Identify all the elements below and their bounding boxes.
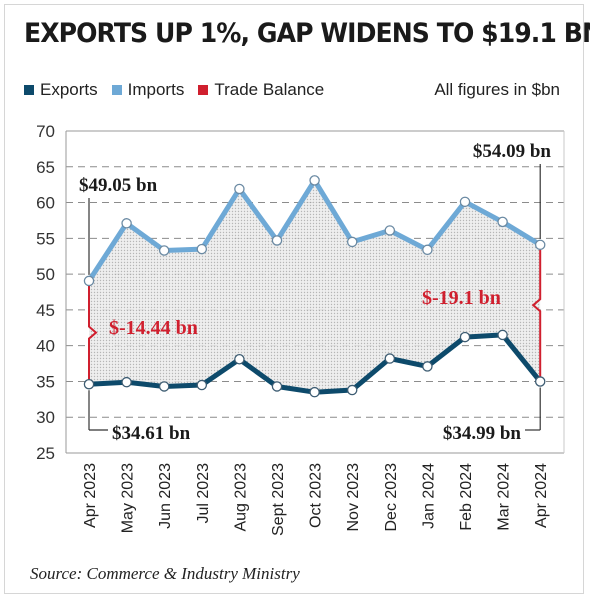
data-point-exports [121, 376, 132, 388]
balance-bracket-first [88, 280, 98, 385]
x-tick-label: Feb 2024 [458, 463, 475, 531]
x-tick-label: Mar 2024 [496, 463, 513, 531]
units-note: All figures in $bn [434, 80, 560, 99]
data-point-imports [384, 225, 396, 236]
x-tick-label: Jul 2023 [195, 463, 212, 524]
y-tick-label: 25 [36, 444, 55, 463]
annotation-first-import: $49.05 bn [79, 175, 158, 196]
gridlines [65, 130, 565, 454]
x-tick-label: May 2023 [120, 463, 137, 533]
data-point-exports [459, 331, 471, 343]
data-point-exports [384, 353, 396, 364]
x-tick-label: Jan 2024 [420, 463, 437, 529]
data-point-imports [234, 183, 245, 195]
data-point-imports [459, 196, 471, 208]
x-tick-label: Aug 2023 [232, 463, 249, 532]
x-tick-label: Oct 2023 [308, 463, 325, 528]
legend-swatch-imports [111, 85, 122, 95]
data-point-exports [234, 354, 245, 365]
trade-gap-band [89, 180, 541, 393]
data-point-imports [309, 175, 320, 186]
x-tick-label: Jun 2023 [157, 463, 174, 529]
data-point-imports [534, 239, 546, 251]
data-point-exports [346, 384, 358, 396]
y-axis-ticks: 25 30 35 40 45 50 55 60 65 70 [36, 122, 55, 463]
data-point-exports [497, 329, 508, 341]
y-tick-label: 45 [36, 301, 55, 320]
legend: Exports Imports Trade Balance [24, 80, 338, 100]
data-point-imports [271, 235, 283, 246]
data-point-imports [83, 275, 95, 287]
x-tick-label: Dec 2023 [383, 463, 400, 532]
legend-swatch-exports [24, 85, 34, 95]
data-point-exports [422, 361, 433, 372]
annotation-last-export: $34.99 bn [443, 423, 522, 444]
callout-lines [88, 164, 542, 431]
y-tick-label: 55 [36, 229, 55, 248]
data-point-exports [158, 381, 170, 392]
y-tick-label: 30 [36, 408, 55, 427]
legend-item-balance: Trade Balance [198, 80, 324, 100]
annotation-first-export: $34.61 bn [112, 423, 191, 444]
legend-swatch-balance [198, 85, 209, 95]
legend-item-exports: Exports [24, 80, 98, 100]
legend-label-exports: Exports [40, 80, 98, 99]
data-point-imports [158, 245, 170, 256]
x-tick-label: Nov 2023 [345, 463, 362, 532]
annotation-first-balance: $-14.44 bn [109, 317, 198, 339]
data-point-imports [497, 216, 508, 228]
legend-label-imports: Imports [127, 80, 185, 99]
balance-bracket-last [531, 244, 542, 382]
data-point-exports [83, 378, 95, 390]
y-tick-label: 50 [36, 265, 55, 284]
annotation-last-import: $54.09 bn [473, 141, 552, 162]
x-tick-label: Apr 2024 [533, 463, 550, 528]
y-tick-label: 65 [36, 158, 55, 177]
data-point-exports [534, 376, 546, 387]
data-points [83, 175, 546, 398]
data-point-imports [196, 243, 208, 255]
y-tick-label: 60 [36, 194, 55, 213]
x-axis-ticks: Apr 2023 May 2023 Jun 2023 Jul 2023 Aug 2023… [82, 463, 550, 536]
data-point-imports [346, 236, 358, 248]
data-point-exports [271, 381, 283, 392]
source-note: Source: Commerce & Industry Ministry [30, 564, 300, 583]
y-tick-label: 35 [36, 372, 55, 391]
y-tick-label: 70 [36, 122, 55, 141]
chart-title: EXPORTS UP 1%, GAP WIDENS TO $19.1 BN [24, 18, 590, 49]
legend-label-balance: Trade Balance [214, 80, 325, 99]
chart-frame [4, 4, 584, 594]
x-tick-label: Apr 2023 [82, 463, 99, 528]
data-point-exports [196, 379, 208, 391]
data-point-imports [121, 218, 132, 229]
y-tick-label: 40 [36, 337, 55, 356]
legend-item-imports: Imports [111, 80, 185, 100]
annotation-last-balance: $-19.1 bn [422, 287, 501, 309]
x-tick-label: Sept 2023 [270, 463, 287, 536]
data-point-exports [309, 386, 320, 398]
data-point-imports [422, 244, 433, 256]
